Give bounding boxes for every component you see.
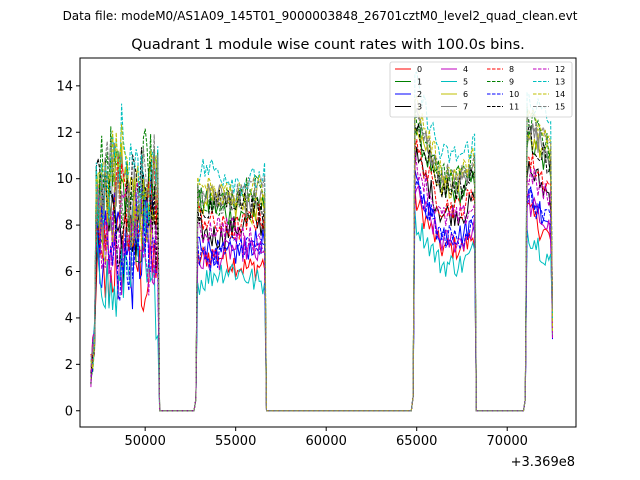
chart-title: Quadrant 1 module wise count rates with … bbox=[131, 37, 525, 53]
y-tick-label: 4 bbox=[65, 311, 73, 326]
series-line-15 bbox=[90, 100, 553, 412]
x-tick-label: 55000 bbox=[215, 434, 256, 449]
legend-label-1: 1 bbox=[417, 78, 422, 87]
legend-label-12: 12 bbox=[555, 65, 565, 74]
y-tick-label: 12 bbox=[56, 126, 73, 141]
y-tick-label: 14 bbox=[56, 79, 73, 94]
plot-frame bbox=[79, 57, 577, 428]
y-tick-label: 10 bbox=[56, 172, 73, 187]
x-offset-label: +3.369e8 bbox=[511, 455, 575, 470]
y-tick-label: 6 bbox=[65, 265, 73, 280]
x-tick-label: 70000 bbox=[487, 434, 528, 449]
legend-label-10: 10 bbox=[509, 90, 519, 99]
figure-suptitle: Data file: modeM0/AS1A09_145T01_90000038… bbox=[63, 9, 578, 23]
legend-label-15: 15 bbox=[555, 103, 565, 112]
series-line-6 bbox=[90, 126, 553, 412]
legend-label-7: 7 bbox=[463, 103, 468, 112]
x-tick-label: 50000 bbox=[124, 434, 165, 449]
legend-label-3: 3 bbox=[417, 103, 422, 112]
legend-box bbox=[389, 61, 573, 118]
series-line-5 bbox=[90, 205, 553, 412]
legend-label-13: 13 bbox=[555, 78, 565, 87]
legend-label-8: 8 bbox=[509, 65, 514, 74]
x-tick-label: 60000 bbox=[306, 434, 347, 449]
y-tick-label: 2 bbox=[65, 358, 73, 373]
y-tick-label: 0 bbox=[65, 404, 73, 419]
series-group bbox=[90, 71, 553, 412]
plot-area: 50000 55000 60000 65000 70000024681012140123… bbox=[56, 57, 577, 449]
legend-label-9: 9 bbox=[509, 78, 514, 87]
series-line-12 bbox=[90, 151, 553, 412]
legend-label-5: 5 bbox=[463, 78, 468, 87]
series-line-11 bbox=[90, 123, 553, 412]
legend-label-0: 0 bbox=[417, 65, 422, 74]
x-tick-label: 65000 bbox=[396, 434, 437, 449]
legend-label-11: 11 bbox=[509, 103, 519, 112]
y-tick-label: 8 bbox=[65, 219, 73, 234]
legend-label-6: 6 bbox=[463, 90, 468, 99]
legend-label-2: 2 bbox=[417, 90, 422, 99]
legend-label-14: 14 bbox=[555, 90, 565, 99]
series-line-14 bbox=[90, 94, 553, 412]
legend-label-4: 4 bbox=[463, 65, 468, 74]
